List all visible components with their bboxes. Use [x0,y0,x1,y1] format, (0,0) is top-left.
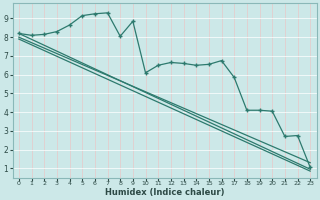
X-axis label: Humidex (Indice chaleur): Humidex (Indice chaleur) [105,188,224,197]
